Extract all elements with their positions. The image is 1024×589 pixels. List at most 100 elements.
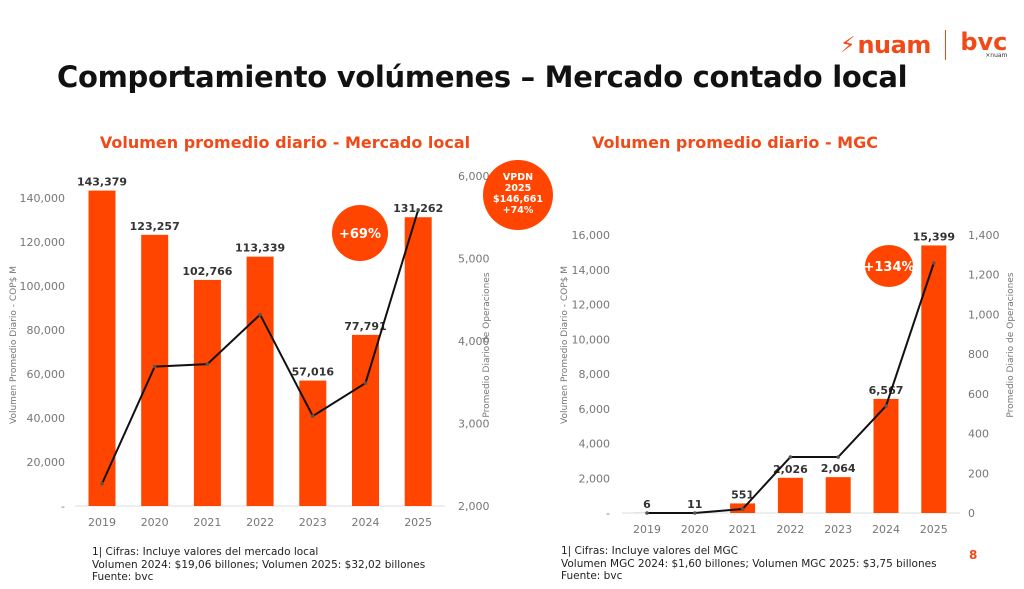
bar: [299, 380, 327, 506]
y2-tick-label: 2,000: [458, 500, 490, 513]
y2-tick-label: 1,000: [968, 308, 1000, 321]
data-label: 113,339: [235, 242, 285, 255]
y2-tick-label: 4,000: [458, 335, 490, 348]
annotation-text: +134%: [863, 260, 914, 275]
y2-axis-title: Promedio Diario de Operaciones: [482, 272, 492, 418]
x-tick-label: 2022: [776, 523, 804, 536]
annotation-bubble: [865, 245, 913, 287]
footnote-mgc: 1| Cifras: Incluye valores del MGC Volume…: [561, 545, 937, 582]
y-tick-label: 8,000: [579, 368, 611, 381]
y-tick-label: -: [606, 507, 610, 520]
annotation-bubble: [483, 160, 553, 230]
chart-title-mgc: Volumen promedio diario - MGC: [592, 133, 878, 152]
x-tick-label: 2020: [681, 523, 709, 536]
x-tick-label: 2023: [824, 523, 852, 536]
line-point: [788, 455, 793, 459]
y-tick-label: 80,000: [27, 324, 66, 337]
data-label: 15,399: [913, 230, 955, 243]
line-point: [836, 455, 840, 459]
x-tick-label: 2025: [404, 516, 432, 529]
footnote-local: 1| Cifras: Incluye valores del mercado l…: [92, 546, 426, 583]
line-point: [932, 261, 936, 265]
nuam-bolt-icon: ⚡: [840, 32, 856, 58]
y-tick-label: 10,000: [572, 333, 611, 346]
bar: [193, 279, 221, 506]
data-label: 143,379: [77, 176, 127, 189]
y-tick-label: 100,000: [20, 280, 66, 293]
data-label: 77,791: [344, 320, 386, 333]
chart-title-local: Volumen promedio diario - Mercado local: [99, 133, 471, 152]
data-label: 551: [731, 488, 754, 501]
x-tick-label: 2021: [729, 523, 757, 536]
x-tick-label: 2025: [920, 523, 948, 536]
bar: [141, 234, 169, 506]
bvc-logo: bvc ×nuam: [960, 27, 1008, 59]
annotation-text: 2025: [505, 183, 531, 194]
y2-tick-label: 1,400: [968, 229, 1000, 242]
x-tick-label: 2019: [88, 516, 116, 529]
data-label: 2,064: [821, 462, 856, 475]
y-tick-label: 140,000: [20, 192, 66, 205]
page-title: Comportamiento volúmenes – Mercado conta…: [57, 60, 908, 94]
line-point: [311, 414, 315, 418]
bar: [921, 245, 947, 513]
annotation-text: $146,661: [493, 194, 543, 205]
y2-tick-label: 6,000: [458, 170, 490, 183]
x-tick-label: 2021: [193, 516, 221, 529]
annotation-text: +69%: [339, 227, 381, 242]
y-tick-label: 40,000: [27, 412, 66, 425]
y-tick-label: 60,000: [27, 368, 66, 381]
annotation-bubble: [332, 205, 388, 261]
x-tick-label: 2022: [246, 516, 274, 529]
y2-tick-label: 800: [968, 348, 989, 361]
line-point: [100, 481, 104, 486]
y2-tick-label: 400: [968, 428, 989, 441]
y-tick-label: 20,000: [27, 456, 66, 469]
data-label: 102,766: [182, 265, 232, 278]
logo-divider: [944, 30, 947, 60]
annotation-text: +74%: [503, 205, 534, 216]
brand-logo: ⚡ nuam bvc ×nuam: [840, 30, 1007, 60]
data-label: 57,016: [292, 366, 335, 379]
line-point: [416, 208, 421, 212]
y-tick-label: 2,000: [579, 472, 611, 485]
y2-tick-label: 5,000: [458, 253, 490, 266]
y-tick-label: 120,000: [20, 236, 66, 249]
data-label: 123,257: [130, 220, 180, 233]
bar: [825, 477, 851, 513]
x-tick-label: 2020: [141, 516, 169, 529]
data-label: 6: [643, 498, 651, 511]
line-point: [205, 362, 210, 366]
bar: [777, 477, 803, 513]
x-tick-label: 2019: [633, 523, 661, 536]
y2-tick-label: 1,200: [968, 269, 1000, 282]
y-tick-label: -: [61, 500, 65, 513]
nuam-logo-text: nuam: [857, 31, 931, 59]
y-axis-title: Volumen Promedio Diario - COP$ M: [9, 266, 19, 424]
bar: [404, 217, 432, 506]
x-tick-label: 2024: [872, 523, 900, 536]
line-point: [740, 507, 745, 511]
bar: [352, 334, 379, 506]
y-tick-label: 6,000: [579, 403, 611, 416]
x-tick-label: 2023: [299, 516, 327, 529]
y-tick-label: 14,000: [572, 264, 611, 277]
y2-tick-label: 3,000: [458, 418, 490, 431]
page-number: 8: [969, 548, 978, 562]
y2-axis-title: Promedio Diario de Operaciones: [1006, 272, 1016, 418]
data-label: 6,567: [869, 384, 904, 397]
x-tick-label: 2024: [352, 516, 380, 529]
y-tick-label: 16,000: [572, 229, 611, 242]
data-label: 11: [687, 498, 702, 511]
line-point: [693, 511, 697, 515]
bar: [246, 256, 274, 506]
bar: [873, 398, 899, 513]
y-axis-title: Volumen Promedio Diario - COP$ M: [560, 266, 570, 424]
annotation-text: VPDN: [503, 172, 533, 183]
y-tick-label: 4,000: [579, 438, 611, 451]
bar: [88, 190, 116, 506]
line-point: [884, 404, 888, 408]
y2-tick-label: 200: [968, 467, 989, 480]
line-point: [363, 381, 368, 385]
